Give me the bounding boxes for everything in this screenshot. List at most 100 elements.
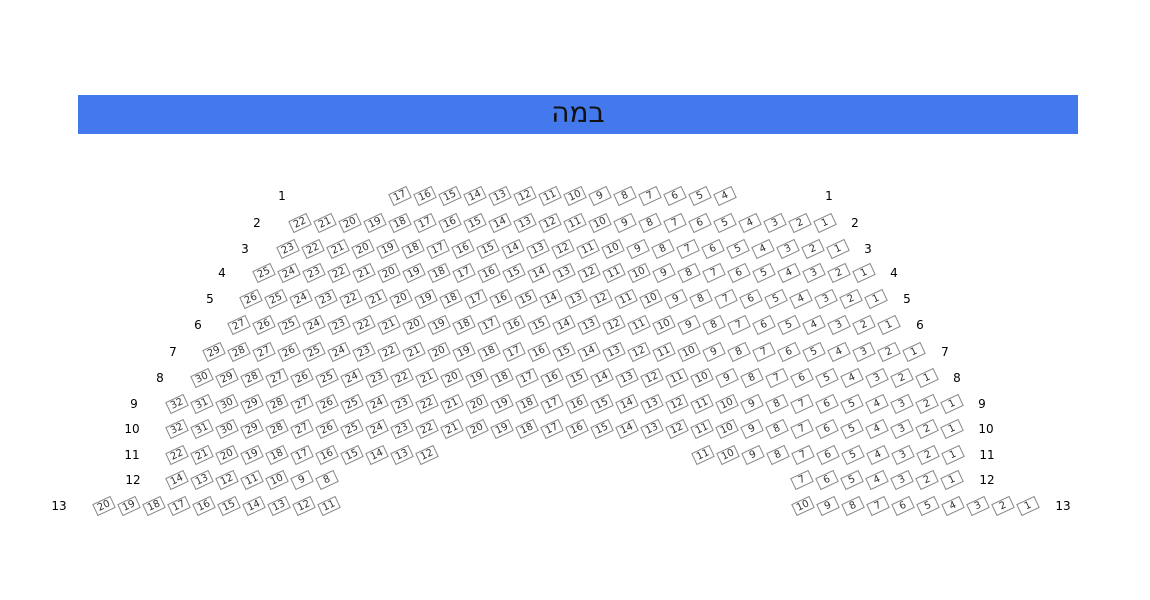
seat[interactable]: 12 <box>577 262 601 284</box>
seat[interactable]: 3 <box>763 212 787 234</box>
seat[interactable]: 32 <box>165 418 189 440</box>
seat[interactable]: 3 <box>814 288 838 310</box>
seat[interactable]: 19 <box>490 418 514 440</box>
seat[interactable]: 8 <box>651 238 675 260</box>
seat[interactable]: 17 <box>388 185 412 207</box>
seat[interactable]: 6 <box>815 469 839 491</box>
seat[interactable]: 4 <box>777 262 801 284</box>
seat[interactable]: 9 <box>740 418 764 440</box>
seat[interactable]: 3 <box>852 341 876 363</box>
seat[interactable]: 18 <box>515 393 539 415</box>
seat[interactable]: 7 <box>790 418 814 440</box>
seat[interactable]: 16 <box>502 314 526 336</box>
seat[interactable]: 14 <box>165 469 189 491</box>
seat[interactable]: 17 <box>290 444 314 466</box>
seat[interactable]: 2 <box>916 444 940 466</box>
seat[interactable]: 15 <box>527 314 551 336</box>
seat[interactable]: 20 <box>465 418 489 440</box>
seat[interactable]: 8 <box>677 262 701 284</box>
seat[interactable]: 15 <box>514 288 538 310</box>
seat[interactable]: 11 <box>602 262 626 284</box>
seat[interactable]: 20 <box>402 314 426 336</box>
seat[interactable]: 28 <box>265 418 289 440</box>
seat[interactable]: 18 <box>515 418 539 440</box>
seat[interactable]: 11 <box>665 367 689 389</box>
seat[interactable]: 24 <box>365 418 389 440</box>
seat[interactable]: 23 <box>327 314 351 336</box>
seat[interactable]: 22 <box>377 341 401 363</box>
seat[interactable]: 2 <box>788 212 812 234</box>
seat[interactable]: 11 <box>240 469 264 491</box>
seat[interactable]: 31 <box>190 393 214 415</box>
seat[interactable]: 6 <box>815 418 839 440</box>
seat[interactable]: 11 <box>627 314 651 336</box>
seat[interactable]: 26 <box>252 314 276 336</box>
seat[interactable]: 1 <box>826 238 850 260</box>
seat[interactable]: 15 <box>438 185 462 207</box>
seat[interactable]: 18 <box>401 238 425 260</box>
seat[interactable]: 10 <box>563 185 587 207</box>
seat[interactable]: 17 <box>426 238 450 260</box>
seat[interactable]: 24 <box>289 288 313 310</box>
seat[interactable]: 14 <box>615 418 639 440</box>
seat[interactable]: 13 <box>190 469 214 491</box>
seat[interactable]: 11 <box>690 393 714 415</box>
seat[interactable]: 4 <box>865 393 889 415</box>
seat[interactable]: 25 <box>277 314 301 336</box>
seat[interactable]: 17 <box>413 212 437 234</box>
seat[interactable]: 20 <box>465 393 489 415</box>
seat[interactable]: 23 <box>390 393 414 415</box>
seat[interactable]: 20 <box>215 444 239 466</box>
seat[interactable]: 10 <box>715 418 739 440</box>
seat[interactable]: 4 <box>751 238 775 260</box>
seat[interactable]: 4 <box>827 341 851 363</box>
seat[interactable]: 22 <box>327 262 351 284</box>
seat[interactable]: 9 <box>664 288 688 310</box>
seat[interactable]: 30 <box>215 418 239 440</box>
seat[interactable]: 1 <box>940 469 964 491</box>
seat[interactable]: 26 <box>290 367 314 389</box>
seat[interactable]: 27 <box>290 418 314 440</box>
seat[interactable]: 14 <box>463 185 487 207</box>
seat[interactable]: 5 <box>916 495 940 517</box>
seat[interactable]: 4 <box>840 367 864 389</box>
seat[interactable]: 11 <box>652 341 676 363</box>
seat[interactable]: 10 <box>652 314 676 336</box>
seat[interactable]: 9 <box>588 185 612 207</box>
seat[interactable]: 17 <box>540 418 564 440</box>
seat[interactable]: 12 <box>513 185 537 207</box>
seat[interactable]: 26 <box>315 418 339 440</box>
seat[interactable]: 17 <box>464 288 488 310</box>
seat[interactable]: 21 <box>364 288 388 310</box>
seat[interactable]: 13 <box>488 185 512 207</box>
seat[interactable]: 3 <box>802 262 826 284</box>
seat[interactable]: 3 <box>966 495 990 517</box>
seat[interactable]: 14 <box>242 495 266 517</box>
seat[interactable]: 2 <box>915 418 939 440</box>
seat[interactable]: 11 <box>690 418 714 440</box>
seat[interactable]: 19 <box>452 341 476 363</box>
seat[interactable]: 10 <box>791 495 815 517</box>
seat[interactable]: 8 <box>315 469 339 491</box>
seat[interactable]: 15 <box>590 418 614 440</box>
seat[interactable]: 29 <box>202 341 226 363</box>
seat[interactable]: 5 <box>777 314 801 336</box>
seat[interactable]: 22 <box>165 444 189 466</box>
seat[interactable]: 30 <box>190 367 214 389</box>
seat[interactable]: 21 <box>313 212 337 234</box>
seat[interactable]: 8 <box>702 314 726 336</box>
seat[interactable]: 3 <box>891 444 915 466</box>
seat[interactable]: 10 <box>690 367 714 389</box>
seat[interactable]: 5 <box>815 367 839 389</box>
seat[interactable]: 19 <box>363 212 387 234</box>
seat[interactable]: 12 <box>627 341 651 363</box>
seat[interactable]: 5 <box>840 469 864 491</box>
seat[interactable]: 28 <box>240 367 264 389</box>
seat[interactable]: 1 <box>940 393 964 415</box>
seat[interactable]: 16 <box>451 238 475 260</box>
seat[interactable]: 2 <box>877 341 901 363</box>
seat[interactable]: 22 <box>352 314 376 336</box>
seat[interactable]: 22 <box>390 367 414 389</box>
seat[interactable]: 3 <box>890 469 914 491</box>
seat[interactable]: 15 <box>463 212 487 234</box>
